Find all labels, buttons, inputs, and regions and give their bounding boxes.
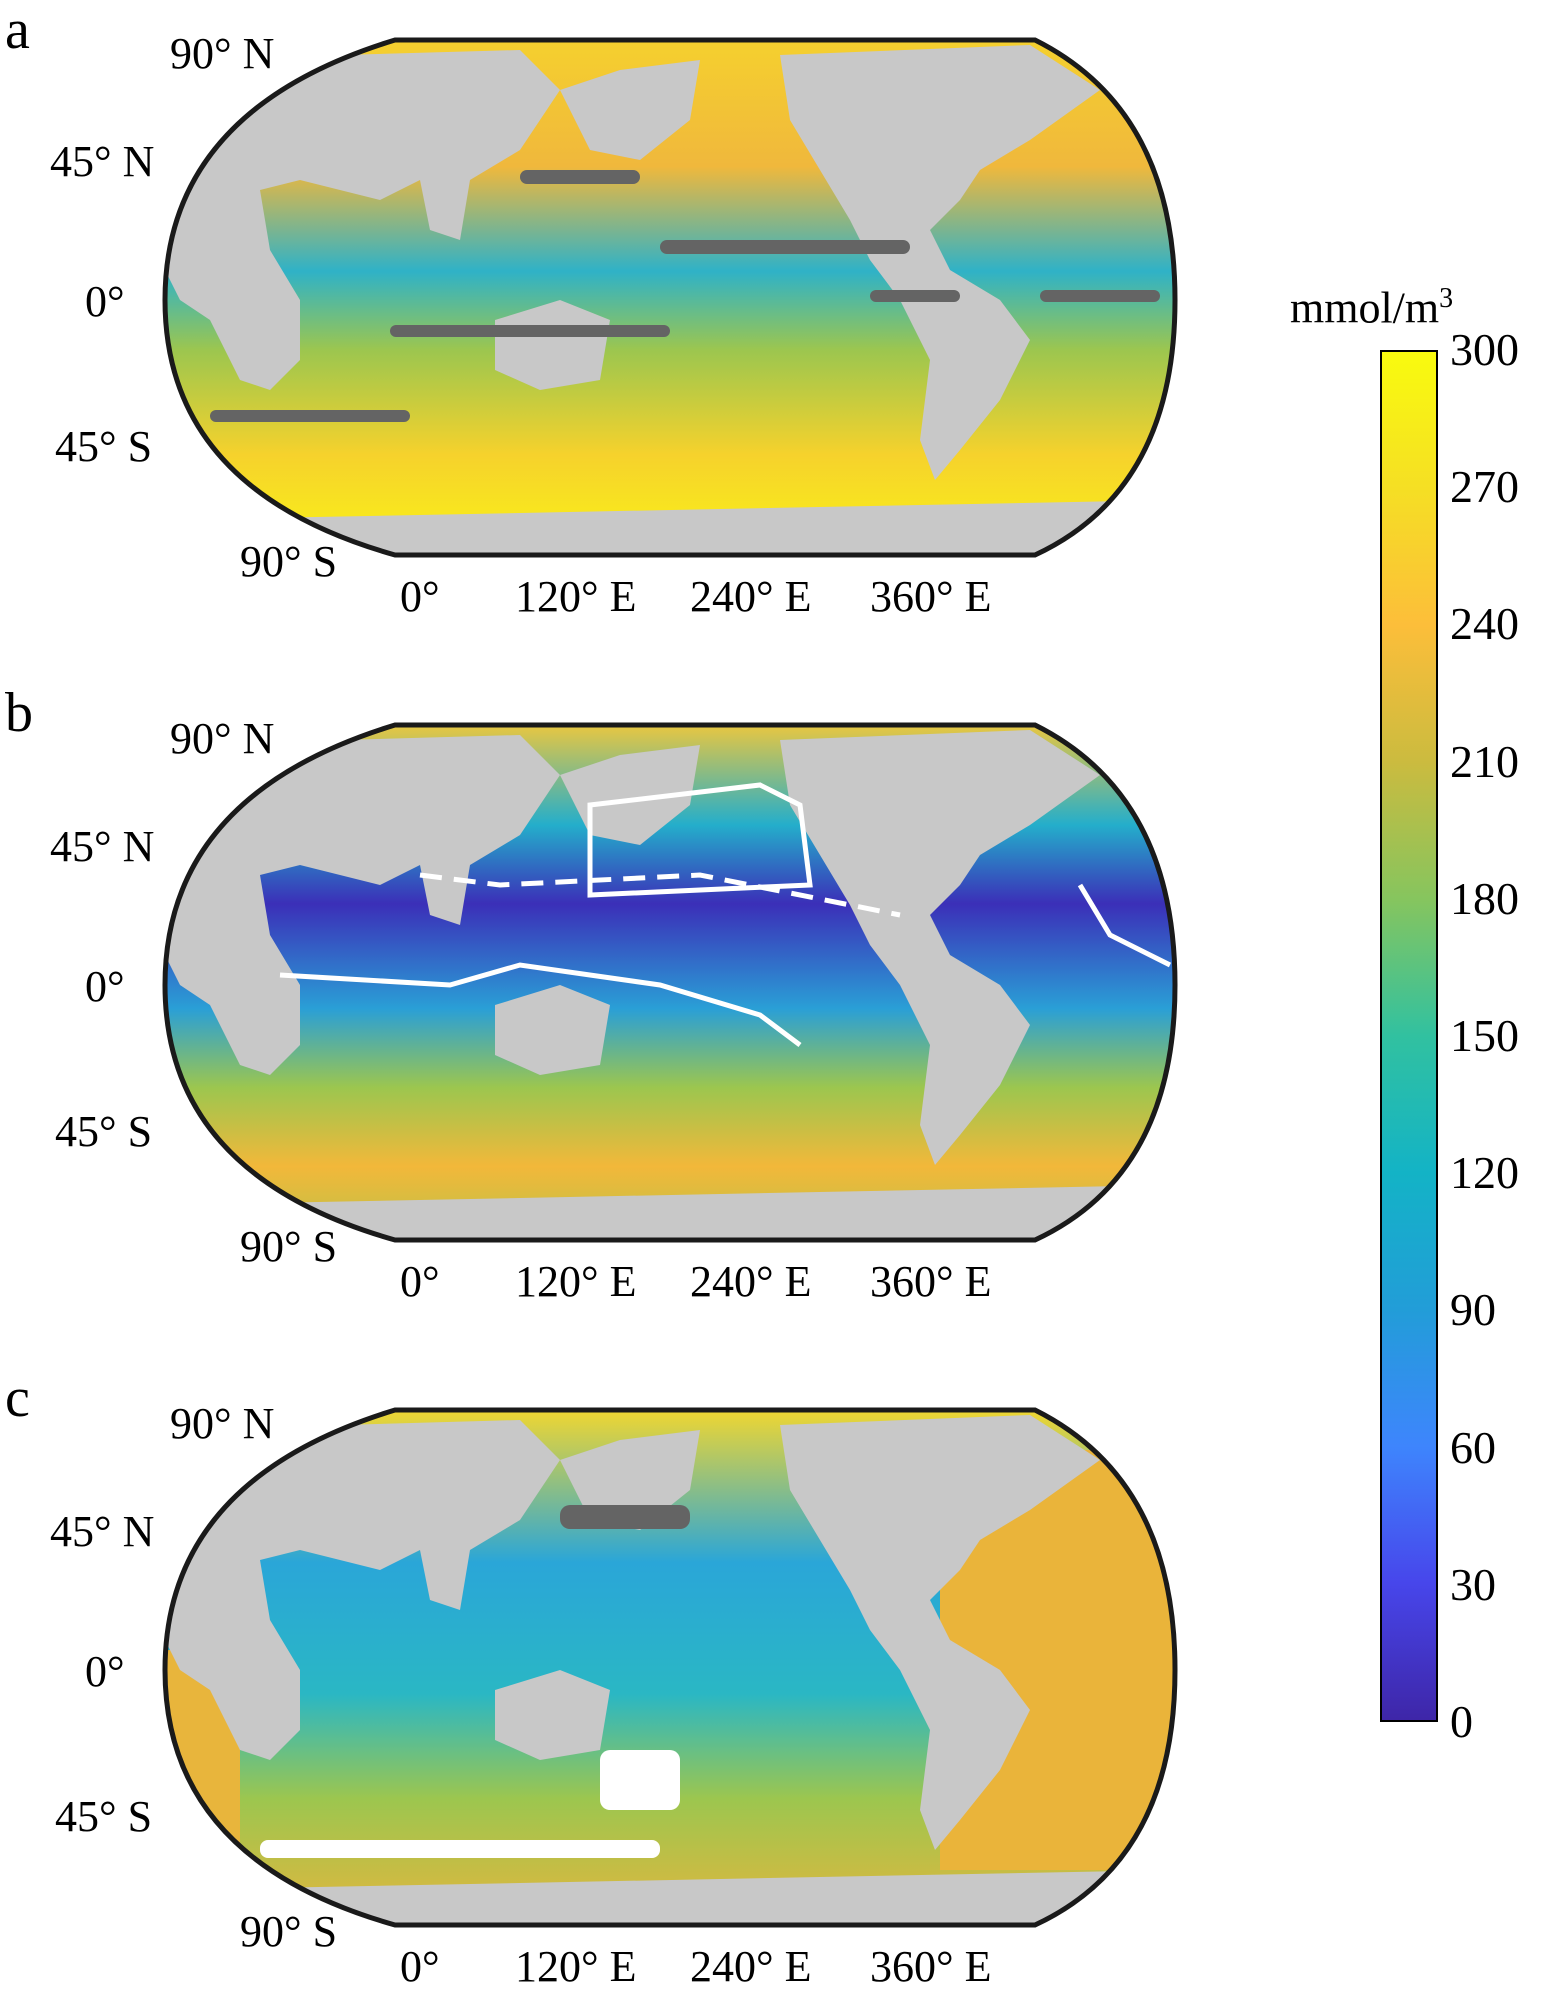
colorbar-tick-label: 120 [1450, 1147, 1519, 1199]
land-eurasia-africa [165, 50, 560, 390]
lat-label-90n-a: 90° N [170, 29, 275, 78]
colorbar-tick-label: 60 [1450, 1421, 1496, 1473]
colorbar-tick-label: 240 [1450, 598, 1519, 650]
lat-label-90n-c: 90° N [170, 1399, 275, 1448]
lat-label-45n-b: 45° N [50, 822, 155, 871]
colorbar-unit-exponent: 3 [1439, 283, 1454, 314]
lon-label-240-c: 240° E [690, 1942, 812, 1991]
lon-label-0-a: 0° [400, 572, 440, 621]
colorbar-tick-label: 270 [1450, 461, 1519, 513]
lon-label-0-b: 0° [400, 1257, 440, 1306]
land-americas [780, 45, 1100, 480]
colorbar-tick-label: 30 [1450, 1558, 1496, 1610]
land-antarctica [165, 500, 1175, 555]
panel-letter-c: c [5, 1367, 30, 1429]
lat-label-90s-a: 90° S [240, 537, 338, 586]
lat-label-90s-c: 90° S [240, 1907, 338, 1956]
lon-label-120-a: 120° E [515, 572, 637, 621]
lat-label-45n-c: 45° N [50, 1507, 155, 1556]
lat-label-45s-b: 45° S [55, 1107, 153, 1156]
lon-label-120-c: 120° E [515, 1942, 637, 1991]
lat-label-0-b: 0° [85, 962, 125, 1011]
lat-label-0-c: 0° [85, 1647, 125, 1696]
lon-label-360-a: 360° E [870, 572, 992, 621]
lon-label-240-b: 240° E [690, 1257, 812, 1306]
colorbar-unit-main: mmol/m [1290, 283, 1440, 333]
lon-label-120-b: 120° E [515, 1257, 637, 1306]
colorbar [1380, 350, 1438, 1722]
lat-label-90n-b: 90° N [170, 714, 275, 763]
lat-label-45s-c: 45° S [55, 1792, 153, 1841]
lon-label-240-a: 240° E [690, 572, 812, 621]
colorbar-tick-label: 210 [1450, 735, 1519, 787]
land-australia [495, 300, 610, 390]
colorbar-unit: mmol/m3 [1290, 285, 1453, 331]
lon-label-360-b: 360° E [870, 1257, 992, 1306]
map-panel-c [162, 1407, 1178, 1928]
lat-label-45n-a: 45° N [50, 137, 155, 186]
lat-label-0-a: 0° [85, 277, 125, 326]
lon-label-0-c: 0° [400, 1942, 440, 1991]
colorbar-tick-label: 180 [1450, 872, 1519, 924]
lat-label-90s-b: 90° S [240, 1222, 338, 1271]
map-panel-a [162, 37, 1178, 558]
colorbar-tick-label: 300 [1450, 324, 1519, 375]
colorbar-tick-label: 0 [1450, 1696, 1473, 1747]
colorbar-tick-label: 90 [1450, 1284, 1496, 1336]
lon-label-360-c: 360° E [870, 1942, 992, 1991]
lat-label-45s-a: 45° S [55, 422, 153, 471]
colorbar-tick-label: 150 [1450, 1010, 1519, 1061]
panel-letter-b: b [5, 682, 33, 744]
map-panel-b [162, 722, 1178, 1243]
panel-letter-a: a [5, 0, 30, 61]
